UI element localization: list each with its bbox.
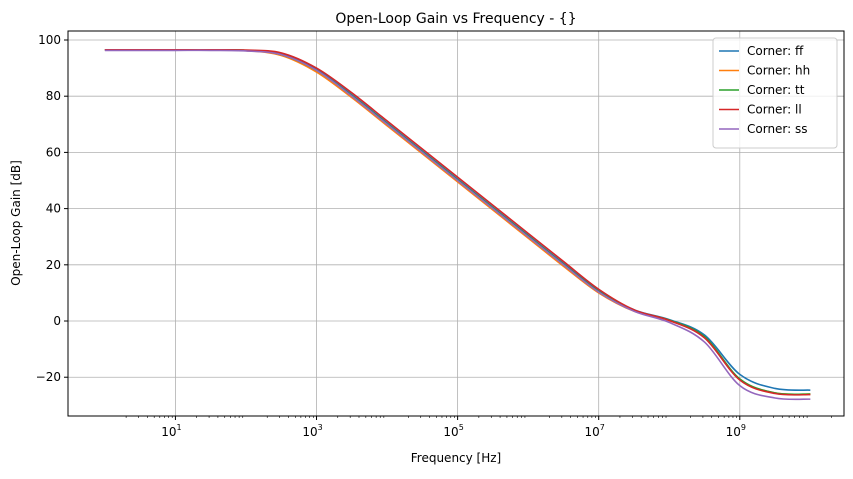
- series-line-ss: [104, 49, 811, 401]
- y-tick-label: −20: [36, 370, 61, 384]
- x-tick-label: 105: [443, 423, 463, 439]
- legend-label: Corner: ss: [747, 122, 808, 136]
- legend-label: Corner: ll: [747, 103, 802, 117]
- y-tick-label: 80: [46, 89, 61, 103]
- x-tick-label: 107: [585, 423, 605, 439]
- plot-frame: [67, 30, 845, 417]
- legend-box: [712, 37, 838, 149]
- y-tick-label: 100: [38, 33, 61, 47]
- y-tick-label: 40: [46, 202, 61, 216]
- y-tick-label: 60: [46, 145, 61, 159]
- chart-title: Open-Loop Gain vs Frequency - {}: [335, 11, 576, 27]
- y-axis-label: Open-Loop Gain [dB]: [9, 160, 23, 286]
- y-tick-label: 20: [46, 258, 61, 272]
- legend-label: Corner: tt: [747, 83, 805, 97]
- x-axis-label: Frequency [Hz]: [411, 451, 502, 465]
- x-tick-label: 103: [302, 423, 322, 439]
- y-tick-label: 0: [53, 314, 61, 328]
- x-tick-label: 101: [161, 423, 181, 439]
- legend-label: Corner: hh: [747, 64, 810, 78]
- x-tick-label: 109: [726, 423, 746, 439]
- legend-label: Corner: ff: [747, 44, 804, 58]
